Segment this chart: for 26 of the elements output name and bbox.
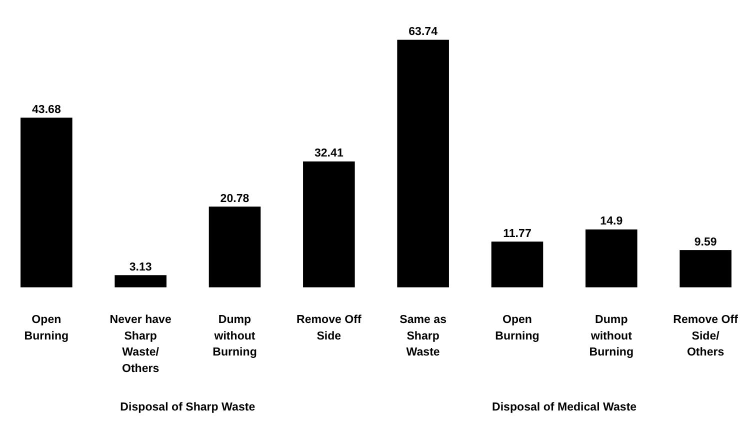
x-tick-label: Same as Sharp Waste [400,314,447,359]
x-tick-label: Open Burning [495,314,540,342]
data-label: 20.78 [220,192,250,205]
data-label: 11.77 [503,228,532,240]
bar [491,242,544,288]
data-label: 43.68 [32,104,62,116]
x-tick-label: Remove Off Side [296,314,362,342]
bar [586,229,638,288]
bar [303,161,355,288]
data-label: 32.41 [314,148,344,160]
data-label: 63.74 [408,26,438,38]
bar [680,250,732,288]
bar [208,206,261,288]
x-tick-label: Dump without Burning [589,314,634,359]
bar [20,118,72,288]
text: Disposal of Medical Waste [492,402,638,414]
x-tick-label: Open Burning [24,314,69,342]
x-tick-label: Dump without Burning [212,314,257,359]
x-tick-label: Never have Sharp Waste/ Others [110,314,172,376]
bar [397,40,449,288]
data-label: 14.9 [600,216,623,228]
text: Disposal of Sharp Waste [120,402,256,414]
x-tick-label: Remove Off Side/ Others [673,314,738,359]
data-label: 9.59 [694,236,717,248]
bar [114,275,166,288]
data-label: 3.13 [129,261,152,274]
